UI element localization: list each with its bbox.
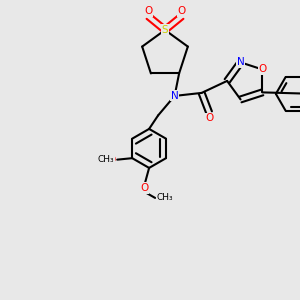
Text: N: N [237, 57, 244, 68]
Text: O: O [140, 183, 149, 193]
Text: O: O [258, 64, 266, 74]
Text: N: N [171, 91, 178, 101]
Text: O: O [177, 6, 186, 16]
Text: O: O [144, 6, 153, 16]
Text: O: O [205, 113, 213, 123]
Text: O: O [108, 155, 116, 165]
Text: CH₃: CH₃ [98, 155, 114, 164]
Text: S: S [162, 25, 168, 35]
Text: CH₃: CH₃ [157, 194, 173, 202]
